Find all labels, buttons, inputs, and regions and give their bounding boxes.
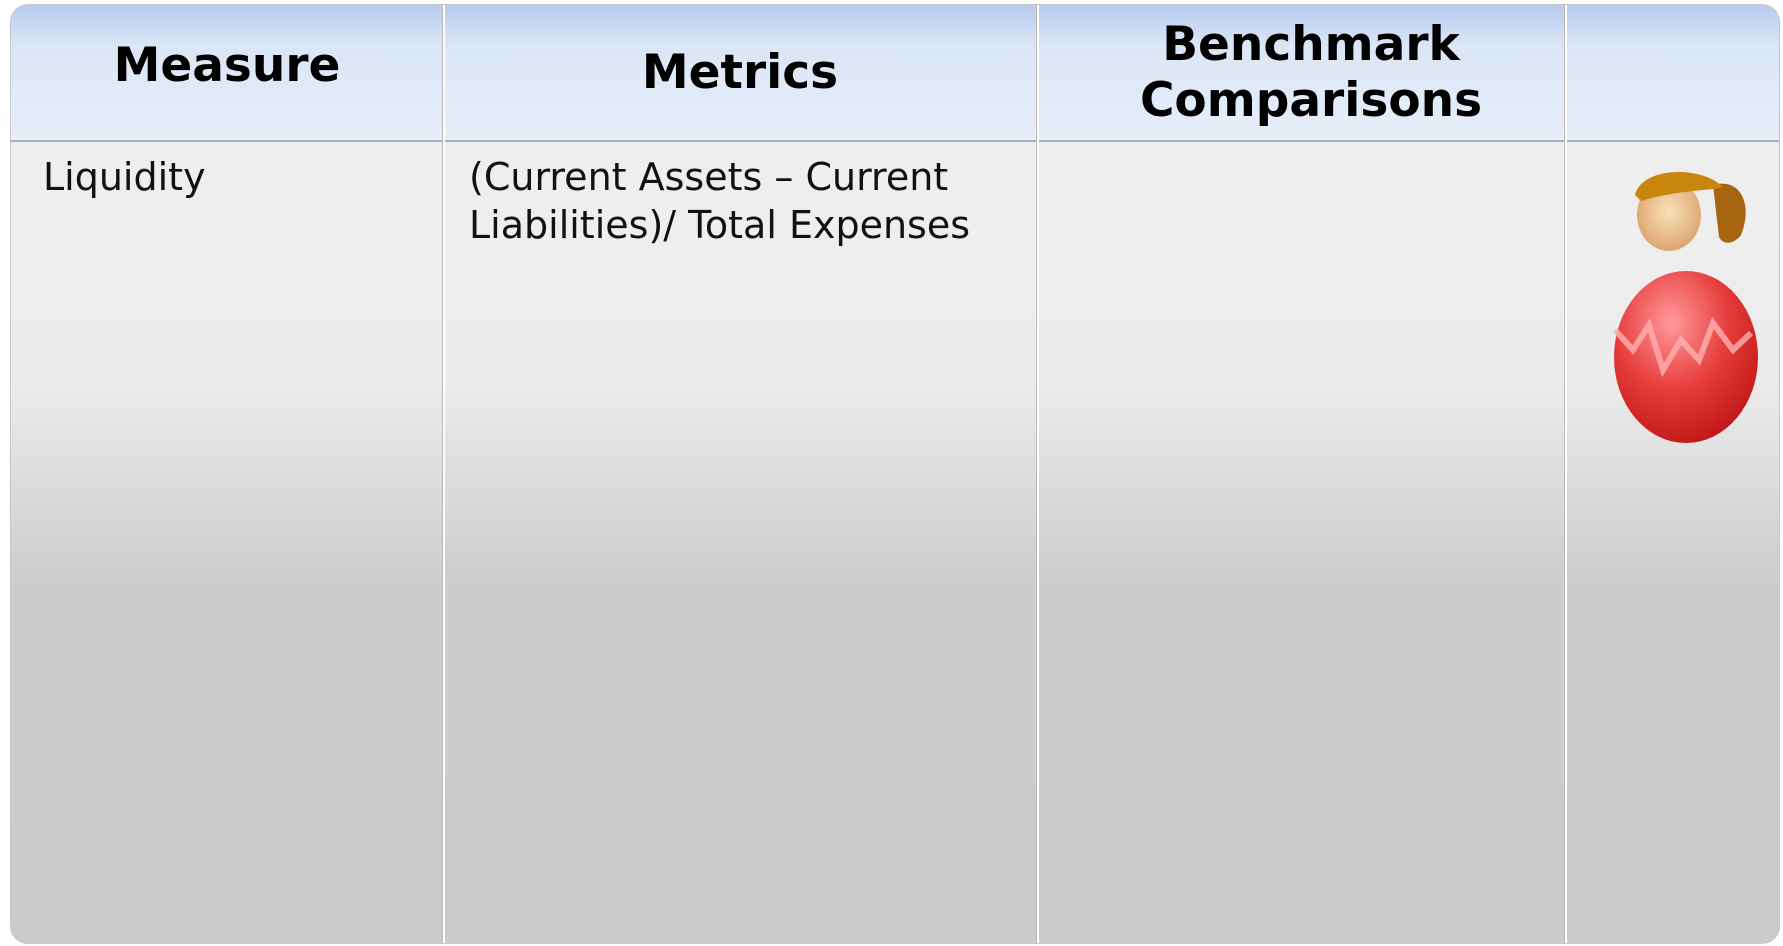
person-icon (1612, 172, 1758, 443)
header-cell: Metrics (641, 44, 839, 100)
header-cell: Measure (113, 37, 341, 93)
table: Measure Metrics Benchmark Comparisons Li… (10, 4, 1780, 944)
column-divider (1565, 5, 1567, 943)
header-row (11, 5, 1779, 142)
header-cell: Benchmark Comparisons (1139, 16, 1483, 128)
column-divider (443, 5, 445, 943)
table-cell: (Current Assets – Current Liabilities)/ … (469, 155, 971, 247)
table-cell: Liquidity (43, 155, 206, 199)
column-divider (1037, 5, 1039, 943)
